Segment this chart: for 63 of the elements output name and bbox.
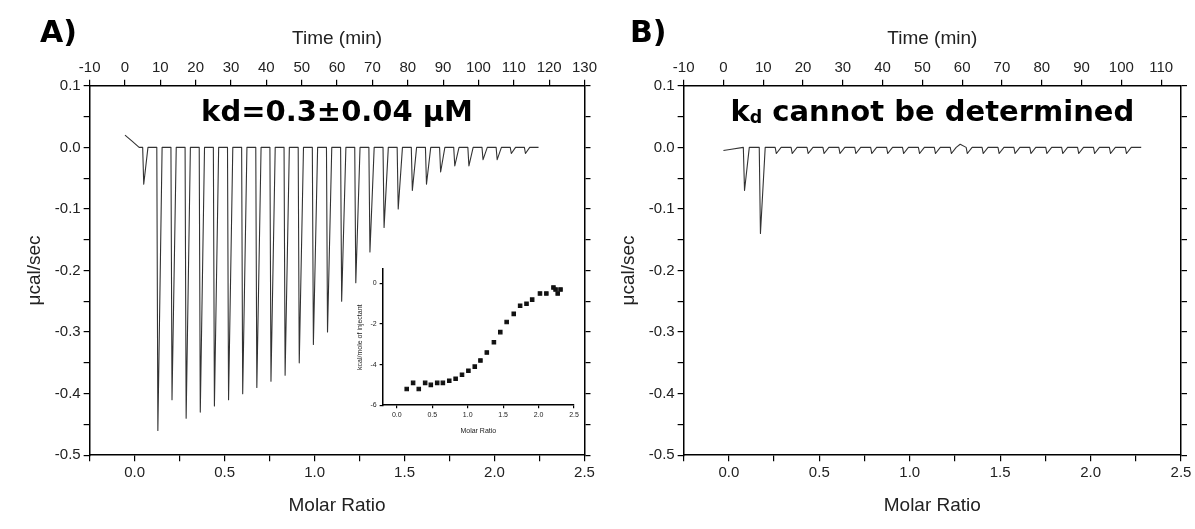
chart-title: A)	[40, 14, 77, 49]
x-tick-label: 2.5	[1170, 463, 1192, 481]
y-tick-label: -0.4	[648, 383, 675, 401]
x2-tick-label: 120	[536, 57, 562, 75]
x-tick-label: 2.5	[574, 463, 595, 481]
x-axis-title: Molar Ratio	[883, 493, 981, 515]
x2-tick-label: 60	[328, 57, 346, 75]
x2-tick-label: 100	[465, 57, 491, 75]
x2-tick-label: 130	[571, 57, 597, 75]
x2-tick-label: -10	[78, 57, 101, 75]
x-tick-label: 1.0	[304, 463, 325, 481]
x2-axis-title: Time (min)	[887, 26, 978, 48]
x2-tick-label: 40	[258, 57, 275, 75]
x2-tick-label: 30	[834, 57, 852, 75]
y-tick-label: -0.2	[648, 260, 675, 278]
x-tick-label: 0.0	[124, 463, 146, 481]
x2-tick-label: 110	[501, 57, 526, 75]
x-tick-label: 1.5	[989, 463, 1011, 481]
x2-tick-label: 40	[874, 57, 891, 75]
y-axis-title: μcal/sec	[616, 235, 638, 306]
x2-tick-label: 80	[1033, 57, 1051, 75]
x2-tick-label: 50	[914, 57, 931, 75]
y-tick-label: 0.0	[653, 137, 675, 155]
y-tick-label: -0.2	[54, 260, 81, 278]
x-tick-label: 2.0	[484, 463, 505, 481]
x-tick-label: 0.5	[808, 463, 830, 481]
y-axis-title: μcal/sec	[22, 235, 44, 306]
x2-tick-label: 70	[993, 57, 1011, 75]
y-tick-label: -0.3	[648, 322, 675, 340]
x2-tick-label: 0	[120, 57, 130, 75]
chart-title: B)	[630, 14, 667, 49]
x-tick-label: 1.5	[394, 463, 415, 481]
x2-tick-label: 90	[1073, 57, 1090, 75]
x2-tick-label: 20	[794, 57, 812, 75]
x2-tick-label: 60	[953, 57, 971, 75]
x2-tick-label: 20	[187, 57, 205, 75]
x2-tick-label: 50	[293, 57, 311, 75]
y-tick-label: 0.1	[59, 75, 81, 93]
x2-tick-label: 30	[222, 57, 240, 75]
x-axis-title: Molar Ratio	[288, 493, 386, 515]
x2-tick-label: -10	[672, 57, 695, 75]
x2-tick-label: 100	[1108, 57, 1134, 75]
y-tick-label: -0.5	[54, 445, 81, 463]
y-tick-label: 0.0	[59, 137, 81, 155]
x-tick-label: 0.0	[718, 463, 740, 481]
x2-axis-title: Time (min)	[292, 26, 383, 48]
y-tick-label: -0.1	[648, 199, 675, 217]
x2-tick-label: 10	[151, 57, 169, 75]
x2-tick-label: 80	[399, 57, 417, 75]
y-tick-label: -0.4	[54, 383, 81, 401]
annotation: kd=0.3±0.04 μM	[200, 93, 474, 128]
y-tick-label: -0.1	[54, 199, 81, 217]
x2-tick-label: 10	[754, 57, 772, 75]
x-tick-label: 1.0	[899, 463, 921, 481]
y-tick-label: -0.5	[648, 445, 675, 463]
x2-tick-label: 110	[1149, 57, 1174, 75]
x2-tick-label: 0	[719, 57, 728, 75]
y-tick-label: -0.3	[54, 322, 81, 340]
x-tick-label: 2.0	[1080, 463, 1101, 481]
x2-tick-label: 70	[364, 57, 381, 75]
y-tick-label: 0.1	[653, 75, 675, 93]
x2-tick-label: 90	[434, 57, 452, 75]
x-tick-label: 0.5	[214, 463, 236, 481]
